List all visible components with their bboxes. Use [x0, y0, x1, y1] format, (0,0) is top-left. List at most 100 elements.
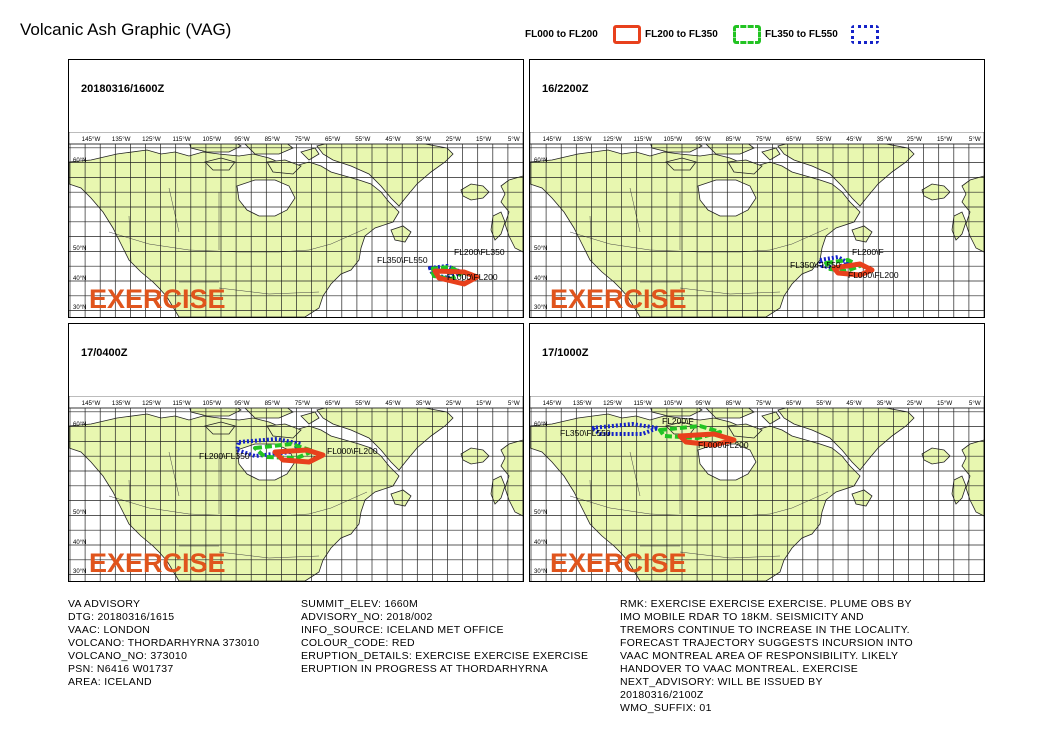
plume-level-label: FL200\FL350 [454, 247, 505, 257]
longitude-label: 25°W [446, 400, 461, 407]
latitude-label: 30°N [73, 305, 86, 311]
longitude-label: 65°W [786, 400, 801, 407]
latitude-label: 60°N [534, 158, 547, 164]
landmass [69, 137, 523, 317]
longitude-label: 75°W [756, 400, 771, 407]
longitude-label: 5°W [969, 136, 981, 143]
advisory-line: TREMORS CONTINUE TO INCREASE IN THE LOCA… [620, 624, 910, 636]
plume-level-label: FL200\F [852, 247, 884, 257]
longitude-label: 15°W [937, 136, 952, 143]
ash-plume-fl000-to-fl200 [432, 268, 480, 287]
legend-swatch-fl350-fl550 [851, 25, 879, 44]
longitude-label: 15°W [476, 136, 491, 143]
longitude-label: 105°W [663, 400, 682, 407]
longitude-label: 65°W [325, 400, 340, 407]
plume-level-label: FL350\FL550 [790, 260, 841, 270]
longitude-label: 45°W [385, 400, 400, 407]
longitude-label: 55°W [816, 400, 831, 407]
latitude-label: 30°N [534, 569, 547, 575]
exercise-watermark: EXERCISE [550, 284, 687, 314]
ash-plume-fl000-to-fl200 [677, 431, 737, 448]
longitude-label: 45°W [385, 136, 400, 143]
legend-label-fl350-fl550: FL350 to FL550 [765, 29, 838, 40]
plume-level-label: FL350\FL550 [377, 255, 428, 265]
graticule [530, 132, 984, 317]
exercise-watermark: EXERCISE [89, 548, 226, 578]
exercise-watermark: EXERCISE [89, 284, 226, 314]
advisory-line: RMK: EXERCISE EXERCISE EXERCISE. PLUME O… [620, 598, 912, 610]
panel-time-label: 16/2200Z [542, 83, 589, 95]
forecast-panel-3: 17/0400Z 145°W 135°W 125°W 115°W 105°W 95°W 85… [68, 323, 524, 582]
longitude-label: 65°W [325, 136, 340, 143]
legend-label-fl200-fl350: FL200 to FL350 [645, 29, 718, 40]
advisory-details: SUMMIT_ELEV: 1660M ADVISORY_NO: 2018/002… [301, 598, 588, 676]
longitude-label: 25°W [907, 136, 922, 143]
forecast-panel-2: 16/2200Z 145°W 135°W 125°W 115°W 105°W 95°W 85… [529, 59, 985, 318]
page-title: Volcanic Ash Graphic (VAG) [20, 20, 232, 39]
advisory-line: 20180316/2100Z [620, 689, 704, 701]
longitude-label: 145°W [82, 400, 101, 407]
longitude-label: 55°W [355, 400, 370, 407]
advisory-line: AREA: ICELAND [68, 676, 152, 688]
plume-level-label: FL200\FL350 [199, 451, 250, 461]
advisory-line: VAAC: LONDON [68, 624, 151, 636]
panel-time-label: 17/1000Z [542, 347, 589, 359]
longitude-label: 125°W [142, 136, 161, 143]
longitude-label: 115°W [634, 136, 652, 143]
longitude-label: 105°W [202, 136, 221, 143]
longitude-label: 5°W [969, 400, 981, 407]
landmass [530, 401, 984, 581]
longitude-label: 85°W [726, 136, 741, 143]
advisory-line: FORECAST TRAJECTORY SUGGESTS INCURSION I… [620, 637, 913, 649]
longitude-label: 85°W [726, 400, 741, 407]
legend-label-fl000-fl200: FL000 to FL200 [525, 29, 598, 40]
plume-level-label: FL000\FL200 [698, 440, 749, 450]
latitude-label: 50°N [73, 510, 86, 516]
plume-level-label: FL350\FL550 [560, 428, 611, 438]
longitude-label: 95°W [234, 400, 249, 407]
longitude-label: 65°W [786, 136, 801, 143]
advisory-line: SUMMIT_ELEV: 1660M [301, 598, 419, 610]
latitude-label: 40°N [73, 540, 86, 546]
advisory-line: HANDOVER TO VAAC MONTREAL. EXERCISE [620, 663, 859, 675]
latitude-label: 60°N [73, 422, 86, 428]
longitude-label: 45°W [846, 136, 861, 143]
longitude-label: 95°W [695, 136, 710, 143]
longitude-label: 135°W [573, 400, 592, 407]
map: 145°W 135°W 125°W 115°W 105°W 95°W 85°W 75°W 65°… [69, 396, 523, 581]
longitude-label: 105°W [663, 136, 682, 143]
latitude-label: 50°N [534, 246, 547, 252]
latitude-label: 60°N [534, 422, 547, 428]
advisory-line: COLOUR_CODE: RED [301, 637, 415, 649]
longitude-label: 145°W [82, 136, 101, 143]
advisory-line: DTG: 20180316/1615 [68, 611, 175, 623]
advisory-header: VA ADVISORY DTG: 20180316/1615 VAAC: LON… [68, 598, 259, 689]
advisory-line: NEXT_ADVISORY: WILL BE ISSUED BY [620, 676, 823, 688]
longitude-label: 145°W [543, 136, 562, 143]
longitude-label: 135°W [112, 136, 131, 143]
exercise-watermark: EXERCISE [550, 548, 687, 578]
longitude-label: 35°W [877, 136, 892, 143]
map: 145°W 135°W 125°W 115°W 105°W 95°W 85°W 75°W 65°… [69, 132, 523, 317]
ash-plume-fl200-to-fl350 [429, 265, 464, 281]
advisory-line: VA ADVISORY [68, 598, 141, 610]
forecast-panel-1: 20180316/1600Z 145°W 135°W 125°W 115°W 105°W… [68, 59, 524, 318]
map: 145°W 135°W 125°W 115°W 105°W 95°W 85°W 75°W 65°… [530, 132, 984, 317]
longitude-label: 135°W [573, 136, 592, 143]
advisory-line: VOLCANO: THORDARHYRNA 373010 [68, 637, 260, 649]
latitude-label: 30°N [534, 305, 547, 311]
longitude-label: 125°W [142, 400, 161, 407]
advisory-line: IMO MOBILE RDAR TO 18KM. SEISMICITY AND [620, 611, 864, 623]
map: 145°W 135°W 125°W 115°W 105°W 95°W 85°W 75°W 65°… [530, 396, 984, 581]
plume-level-label: FL200\F [662, 416, 694, 426]
longitude-label: 75°W [756, 136, 771, 143]
ash-plume-fl000-to-fl200 [272, 447, 326, 465]
latitude-label: 40°N [534, 276, 547, 282]
legend-swatch-fl000-fl200 [613, 25, 641, 44]
longitude-label: 85°W [265, 400, 280, 407]
advisory-line: VAAC MONTREAL AREA OF RESPONSIBILITY. LI… [620, 650, 899, 662]
forecast-panel-4: 17/1000Z 145°W 135°W 125°W 115°W 105°W 95°W 85… [529, 323, 985, 582]
advisory-line: WMO_SUFFIX: 01 [620, 702, 712, 714]
advisory-line: PSN: N6416 W01737 [68, 663, 174, 675]
advisory-line: INFO_SOURCE: ICELAND MET OFFICE [301, 624, 504, 636]
